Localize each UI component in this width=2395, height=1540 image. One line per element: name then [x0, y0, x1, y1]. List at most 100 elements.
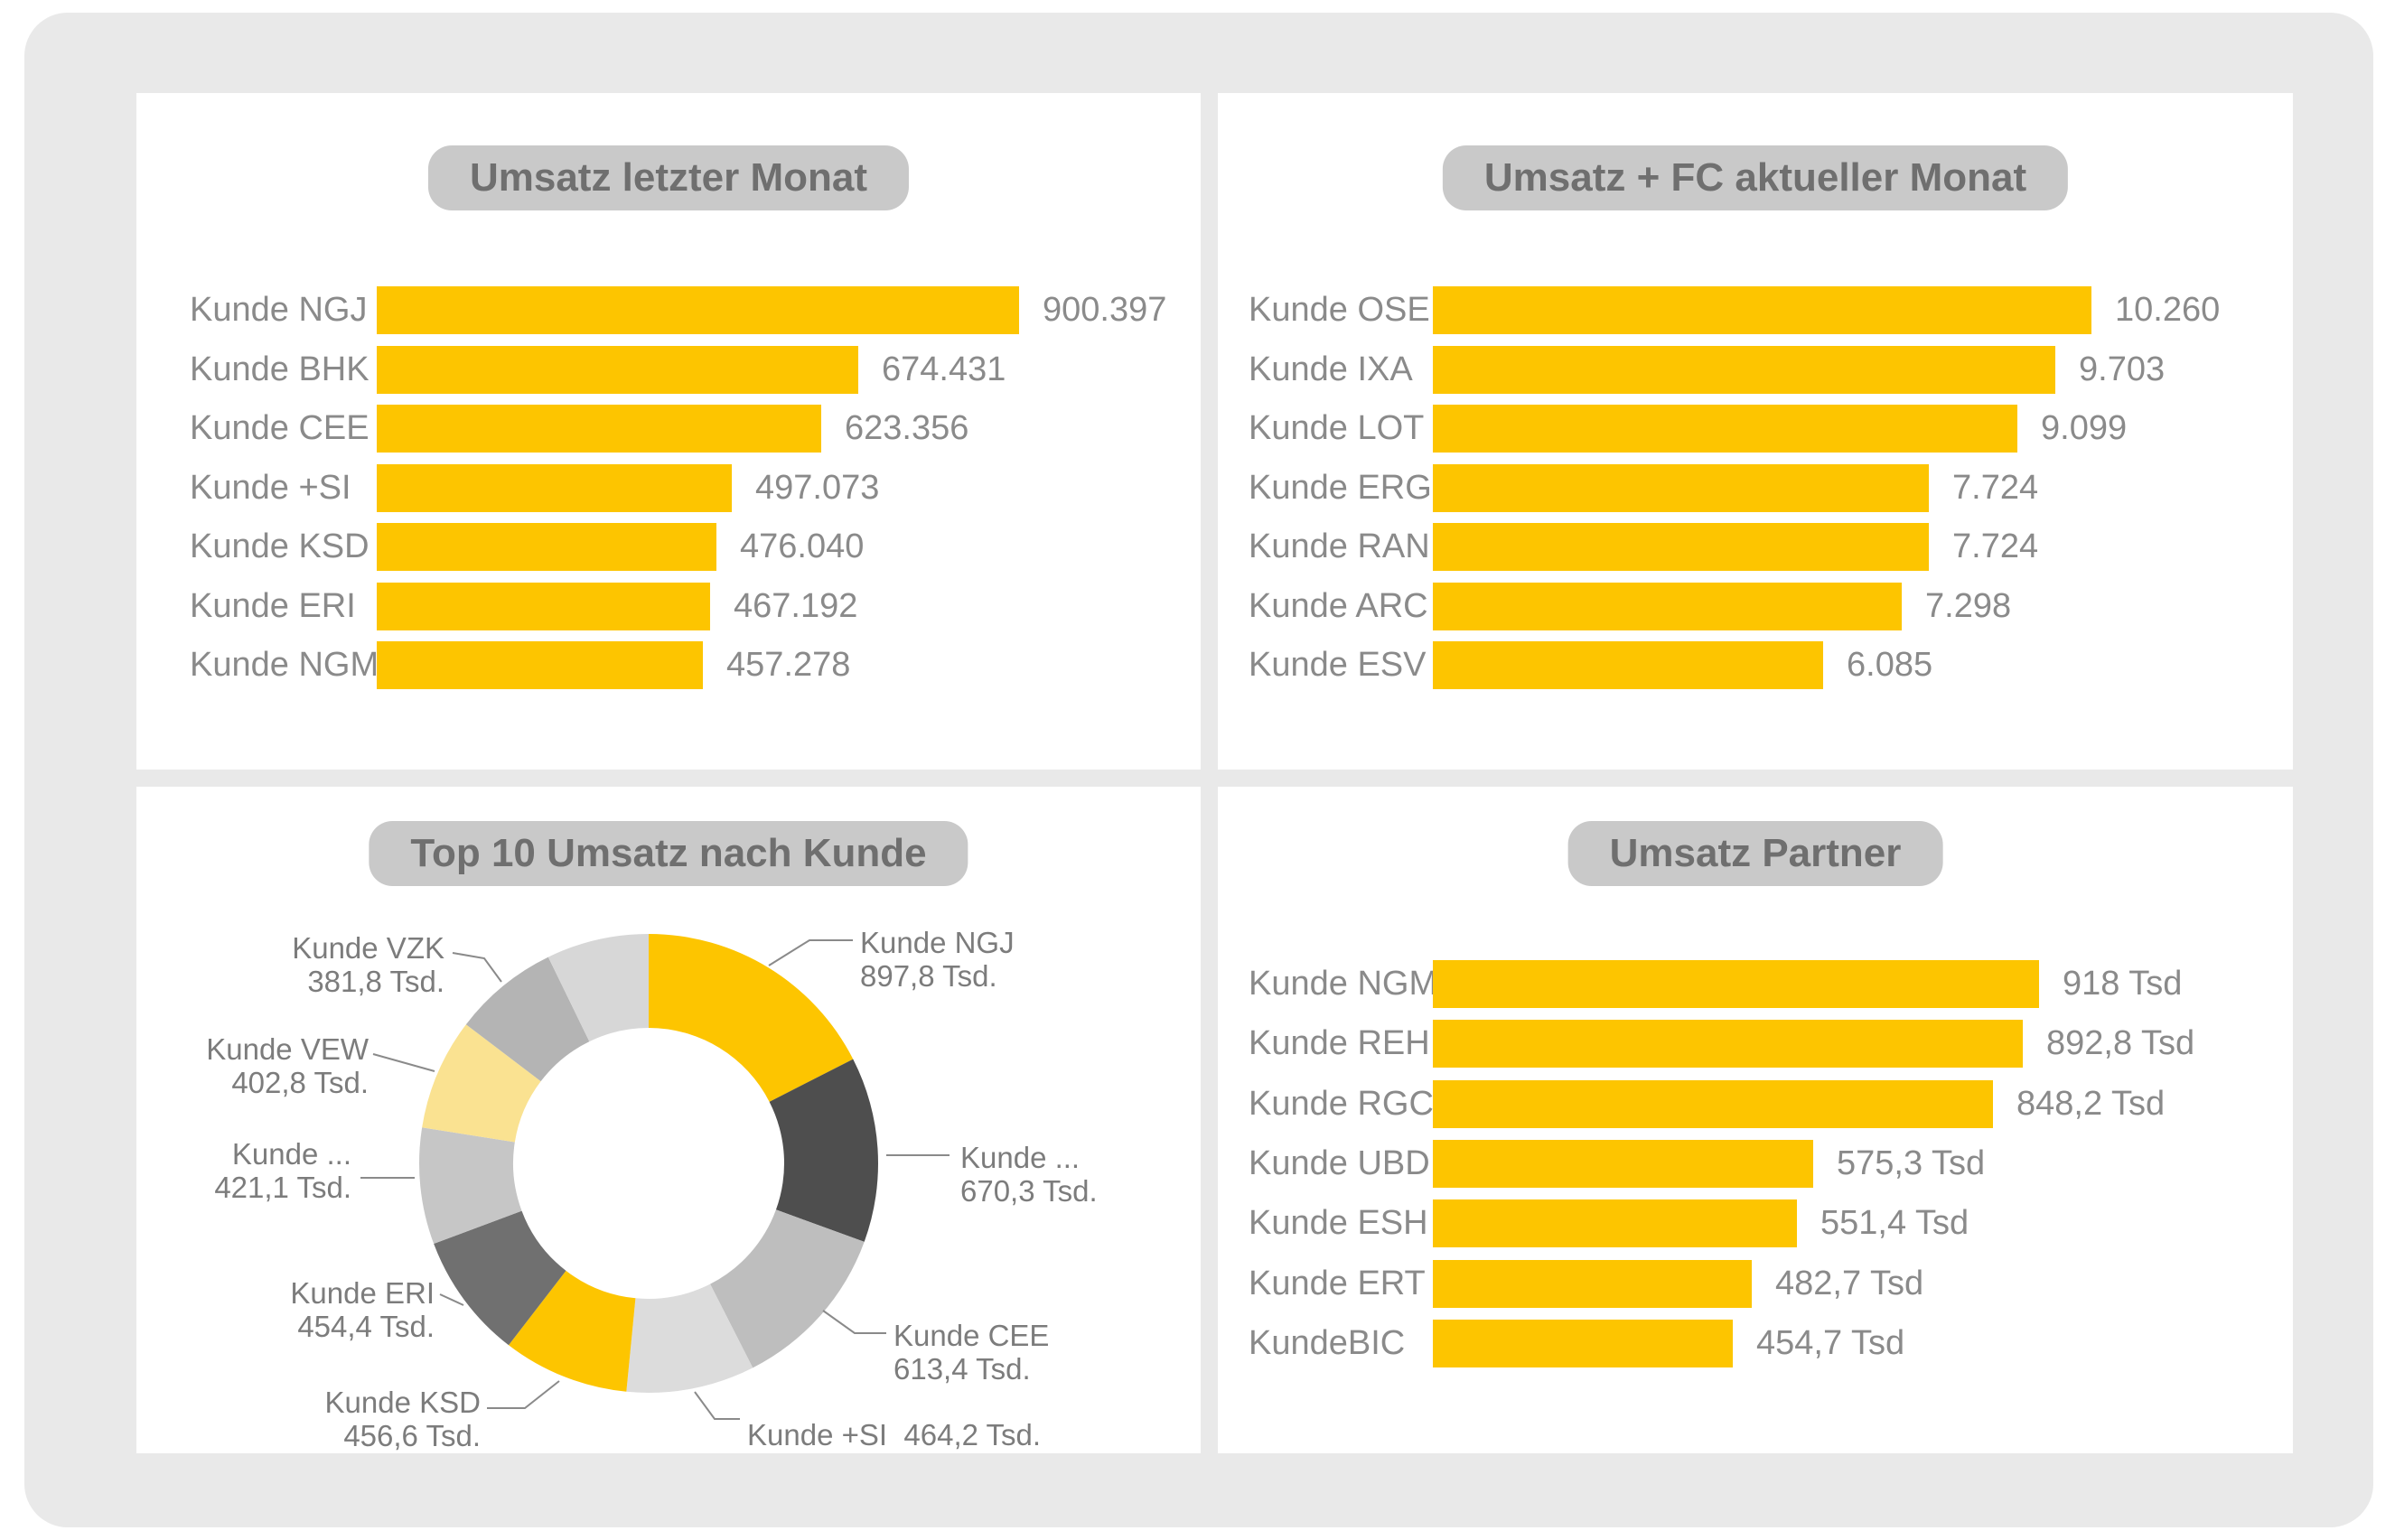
bar-row-label: Kunde ESV	[1249, 646, 1427, 684]
donut-leader-line	[372, 1053, 435, 1072]
donut-label-kunde-ngj: Kunde NGJ 897,8 Tsd.	[860, 926, 1015, 993]
donut-segment-kunde-ksd[interactable]	[509, 1270, 636, 1392]
bar-value-label: 7.724	[1952, 469, 2039, 507]
donut-label-line: 613,4 Tsd.	[893, 1352, 1031, 1386]
donut-label-kunde-+si: Kunde +SI 464,2 Tsd.	[747, 1418, 1041, 1451]
bar-kunde-ose[interactable]	[1433, 286, 2091, 334]
donut-label-line: Kunde CEE	[893, 1319, 1050, 1352]
bar-kunde-ngm[interactable]	[1433, 960, 2039, 1008]
panel-umsatz-fc-aktueller-monat: Umsatz + FC aktueller Monat Kunde OSE 10.…	[1218, 93, 2293, 770]
bar-plot-umsatz-partner: Kunde NGM 918 Tsd Kunde REH 892,8 Tsd Kunde …	[1218, 787, 2293, 1453]
chart-title-umsatz-fc-aktueller-monat: Umsatz + FC aktueller Monat	[1442, 145, 2069, 210]
donut-segment-kunde-ngj[interactable]	[649, 934, 854, 1102]
bar-value-label: 7.298	[1925, 587, 2012, 625]
donut-label-line: 402,8 Tsd.	[231, 1066, 369, 1099]
donut-label-line: Kunde VZK	[292, 931, 444, 965]
donut-segment-kunde-+si[interactable]	[626, 1283, 753, 1393]
bar-row-label: Kunde +SI	[190, 469, 351, 507]
donut-leader-line	[694, 1391, 740, 1420]
bar-kunde-ert[interactable]	[1433, 1260, 1752, 1308]
bar-value-label: 575,3 Tsd	[1837, 1144, 1986, 1182]
donut-segment-kunde-[interactable]	[769, 1059, 878, 1242]
bar-value-label: 467.192	[734, 587, 858, 625]
bar-kunde-ngj[interactable]	[377, 286, 1019, 334]
bar-value-label: 9.099	[2041, 409, 2128, 447]
donut-label-line: Kunde ...	[960, 1141, 1081, 1174]
panel-umsatz-partner: Umsatz Partner Kunde NGM 918 Tsd Kunde REH…	[1218, 787, 2293, 1453]
bar-kunde-rgc[interactable]	[1433, 1080, 1993, 1128]
bar-kunde-ixa[interactable]	[1433, 346, 2055, 394]
donut-label-line: Kunde ...	[231, 1137, 351, 1171]
donut-leader-line	[439, 1293, 464, 1306]
donut-label-kunde-: Kunde ... 670,3 Tsd.	[960, 1141, 1098, 1208]
bar-row-label: Kunde BHK	[190, 350, 370, 388]
bar-row-label: Kunde ERT	[1249, 1265, 1426, 1302]
donut-segment-kunde-vzk[interactable]	[465, 957, 590, 1082]
bar-kunde-reh[interactable]	[1433, 1020, 2023, 1068]
bar-value-label: 918 Tsd	[2063, 965, 2183, 1003]
bar-kunde-+si[interactable]	[377, 464, 732, 512]
bar-row-label: Kunde NGJ	[190, 291, 368, 329]
donut-leader-line	[768, 939, 853, 966]
bar-kundebic[interactable]	[1433, 1320, 1733, 1367]
donut-label-kunde-vew: Kunde VEW 402,8 Tsd.	[206, 1032, 369, 1099]
donut-label-kunde-ksd: Kunde KSD 456,6 Tsd.	[325, 1386, 481, 1452]
donut-label-line: Kunde NGJ	[860, 926, 1015, 959]
donut-segment-kunde-vew[interactable]	[422, 1024, 541, 1143]
donut-leader-line	[487, 1380, 560, 1409]
bar-value-label: 551,4 Tsd	[1820, 1204, 1969, 1242]
bar-value-label: 476.040	[740, 527, 865, 565]
bar-value-label: 457.278	[726, 646, 851, 684]
bar-value-label: 497.073	[755, 469, 880, 507]
bar-value-label: 674.431	[882, 350, 1006, 388]
bar-row-label: Kunde REH	[1249, 1024, 1430, 1062]
bar-row-label: Kunde ERI	[190, 587, 356, 625]
bar-value-label: 848,2 Tsd	[2016, 1085, 2166, 1123]
donut-label-line: Kunde KSD	[324, 1386, 481, 1419]
bar-value-label: 454,7 Tsd	[1756, 1324, 1905, 1362]
bar-kunde-cee[interactable]	[377, 405, 821, 453]
donut-label-line: Kunde +SI 464,2 Tsd.	[747, 1418, 1042, 1451]
bar-kunde-ran[interactable]	[1433, 523, 1929, 571]
donut-label-line: 456,6 Tsd.	[343, 1419, 481, 1452]
bar-row-label: Kunde UBD	[1249, 1144, 1430, 1182]
bar-kunde-bhk[interactable]	[377, 346, 858, 394]
bar-kunde-ngm[interactable]	[377, 641, 703, 689]
bar-row-label: Kunde RGC	[1249, 1085, 1434, 1123]
bar-kunde-eri[interactable]	[377, 583, 710, 630]
bar-value-label: 10.260	[2115, 291, 2221, 329]
bar-value-label: 482,7 Tsd	[1775, 1265, 1924, 1302]
bar-row-label: Kunde IXA	[1249, 350, 1413, 388]
donut-chart-svg	[360, 934, 950, 1420]
bar-value-label: 6.085	[1847, 646, 1933, 684]
donut-segment-kunde-[interactable]	[419, 1127, 522, 1245]
bar-row-label: Kunde ERG	[1249, 469, 1432, 507]
bar-row-label: Kunde CEE	[190, 409, 370, 447]
bar-kunde-ubd[interactable]	[1433, 1140, 1813, 1188]
donut-segment-kunde-cee[interactable]	[710, 1209, 865, 1368]
bar-row-label: Kunde LOT	[1249, 409, 1425, 447]
donut-label-kunde-cee: Kunde CEE 613,4 Tsd.	[893, 1319, 1049, 1386]
bar-row-label: Kunde NGM	[190, 646, 379, 684]
bar-row-label: Kunde KSD	[190, 527, 370, 565]
bar-kunde-esv[interactable]	[1433, 641, 1823, 689]
bar-row-label: Kunde ARC	[1249, 587, 1428, 625]
donut-label-line: Kunde VEW	[206, 1032, 369, 1066]
bar-value-label: 623.356	[845, 409, 969, 447]
bar-plot-umsatz-letzter-monat: Kunde NGJ 900.397 Kunde BHK 674.431 Kunde CE…	[136, 93, 1201, 770]
donut-label-line: 421,1 Tsd.	[214, 1171, 351, 1204]
donut-segment-unlabeled[interactable]	[547, 934, 649, 1042]
bar-row-label: KundeBIC	[1249, 1324, 1406, 1362]
bar-kunde-ksd[interactable]	[377, 523, 716, 571]
chart-title-umsatz-partner: Umsatz Partner	[1567, 821, 1943, 886]
bar-row-label: Kunde OSE	[1249, 291, 1430, 329]
bar-row-label: Kunde NGM	[1249, 965, 1438, 1003]
bar-kunde-esh[interactable]	[1433, 1199, 1797, 1247]
bar-kunde-lot[interactable]	[1433, 405, 2017, 453]
bar-value-label: 900.397	[1043, 291, 1167, 329]
bar-row-label: Kunde ESH	[1249, 1204, 1428, 1242]
bar-value-label: 9.703	[2079, 350, 2166, 388]
bar-kunde-arc[interactable]	[1433, 583, 1902, 630]
bar-kunde-erg[interactable]	[1433, 464, 1929, 512]
donut-segment-kunde-eri[interactable]	[434, 1210, 566, 1346]
